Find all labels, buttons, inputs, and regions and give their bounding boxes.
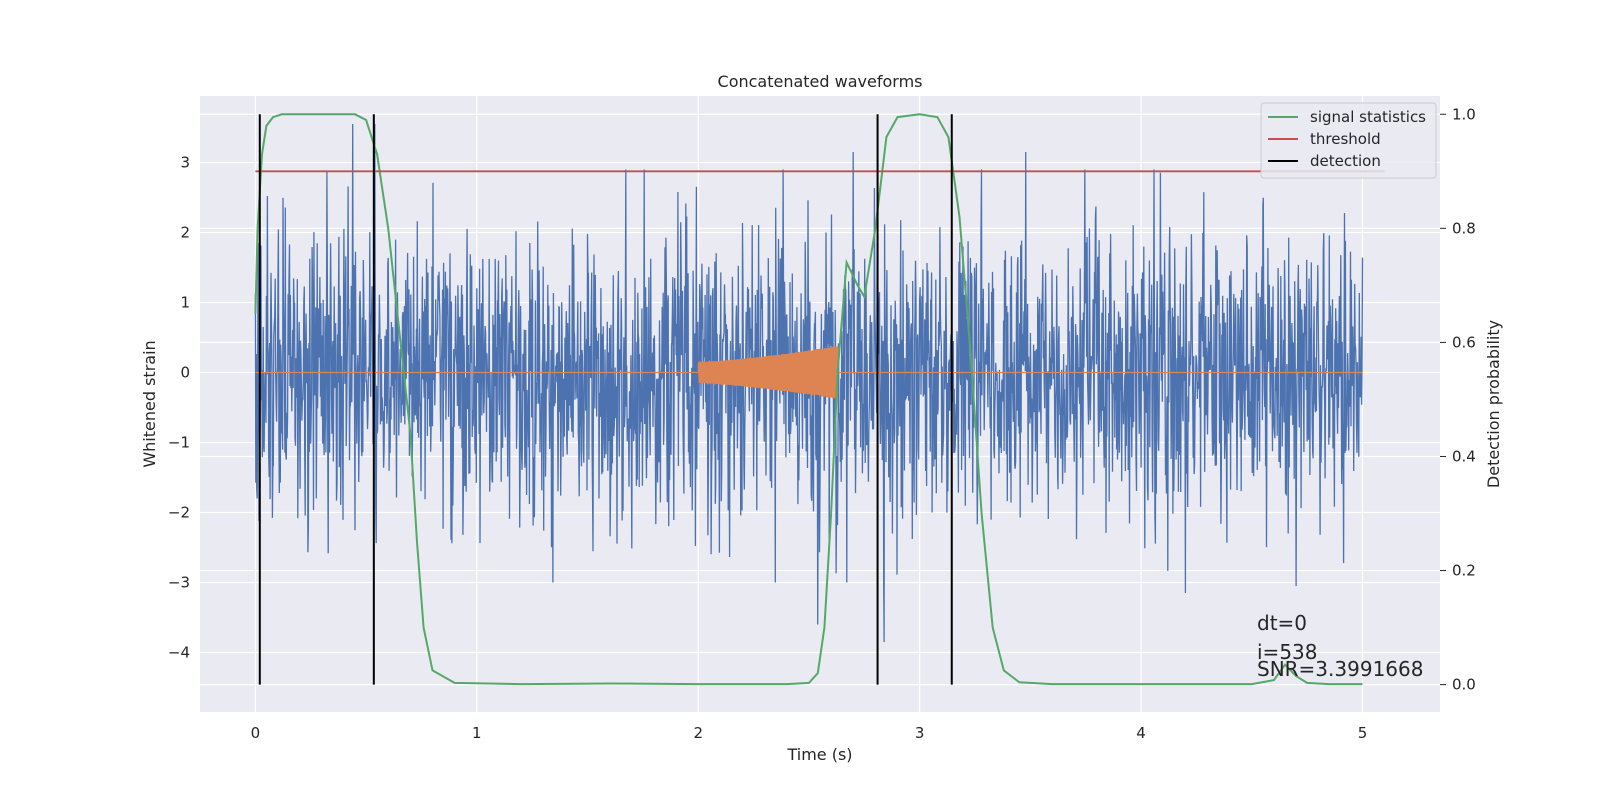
chart-marks-overflow xyxy=(254,113,1385,686)
legend-label-threshold: threshold xyxy=(1310,130,1381,148)
right-y-axis-label: Detection probability xyxy=(1484,320,1503,488)
right-y-tick-label: 1.0 xyxy=(1452,105,1476,123)
x-axis-label: Time (s) xyxy=(786,745,852,764)
annotations: dt=0 i=538 SNR=3.3991668 xyxy=(1257,611,1423,681)
legend-box xyxy=(1260,102,1437,179)
y-tick-label: −3 xyxy=(168,574,190,592)
annotation-snr: SNR=3.3991668 xyxy=(1257,657,1423,681)
y-tick-label: 3 xyxy=(180,154,190,172)
x-tick-label: 5 xyxy=(1358,724,1368,742)
annotation-dt: dt=0 xyxy=(1257,611,1307,635)
right-y-tick-label: 0.6 xyxy=(1452,333,1476,351)
signal-statistics-line xyxy=(254,113,1363,686)
right-y-tick-label: 0.2 xyxy=(1452,562,1476,580)
x-tick-label: 4 xyxy=(1136,724,1146,742)
y-axis-label: Whitened strain xyxy=(140,340,159,467)
y-tick-label: −2 xyxy=(168,504,190,522)
y-tick-label: −1 xyxy=(168,434,190,452)
right-y-tick-label: 0.0 xyxy=(1452,676,1476,694)
y-tick-label: −4 xyxy=(168,644,190,662)
y-tick-label: 1 xyxy=(180,294,190,312)
chart-marks xyxy=(254,123,1364,643)
chart-title: Concatenated waveforms xyxy=(718,72,923,91)
legend-label-detection: detection xyxy=(1310,152,1381,170)
legend: signal statistics threshold detection xyxy=(1260,102,1437,179)
right-y-tick-label: 0.4 xyxy=(1452,447,1476,465)
x-tick-label: 2 xyxy=(693,724,703,742)
x-tick-label: 0 xyxy=(251,724,261,742)
axes: 0 1 2 3 4 5 −4 −3 −2 −1 0 1 2 3 0.0 0.2 0.4 0.6 0.8 1.0 xyxy=(168,105,1476,742)
y-tick-label: 0 xyxy=(180,364,190,382)
y-tick-label: 2 xyxy=(180,224,190,242)
x-tick-label: 3 xyxy=(915,724,925,742)
legend-label-signal-statistics: signal statistics xyxy=(1310,108,1426,126)
annotation-index: i=538 xyxy=(1257,640,1318,664)
injection-series-line xyxy=(255,346,1363,400)
x-tick-label: 1 xyxy=(472,724,482,742)
strain-series-line xyxy=(254,123,1364,643)
right-y-tick-label: 0.8 xyxy=(1452,219,1476,237)
